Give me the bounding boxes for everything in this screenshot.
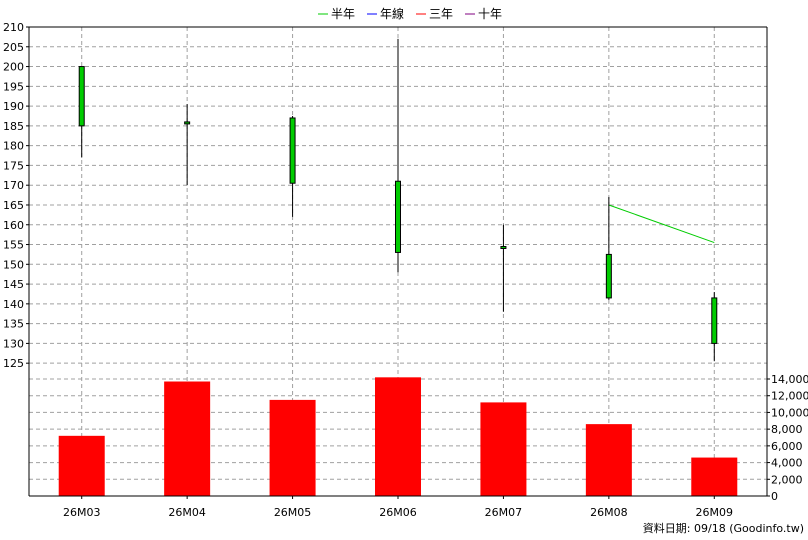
- price-tick-label: 125: [3, 357, 24, 370]
- ma-line-1: [608, 204, 715, 244]
- legend-label-3: 三年: [429, 7, 453, 21]
- price-tick-label: 185: [3, 120, 24, 133]
- candle-body: [78, 66, 85, 127]
- price-tick-label: 135: [3, 318, 24, 331]
- volume-bar: [585, 424, 632, 496]
- price-tick-label: 175: [3, 159, 24, 172]
- volume-tick-label: 10,000: [771, 406, 808, 419]
- volume-bar: [691, 457, 738, 496]
- candle-body: [605, 253, 612, 299]
- candle-body: [500, 246, 507, 250]
- legend-label-2: 年線: [380, 6, 404, 21]
- price-tick-label: 145: [3, 278, 24, 291]
- price-grid: [29, 26, 767, 496]
- legend: 半年 年線 三年 十年: [318, 6, 502, 21]
- candle-body: [184, 121, 191, 125]
- volume-tick-label: 14,000: [771, 373, 808, 386]
- price-tick-label: 200: [3, 61, 24, 74]
- price-tick-label: 210: [3, 21, 24, 34]
- price-tick-label: 190: [3, 100, 24, 113]
- volume-tick-label: 0: [771, 490, 778, 503]
- legend-label-4: 十年: [478, 7, 502, 21]
- price-tick-label: 140: [3, 298, 24, 311]
- price-tick-label: 160: [3, 219, 24, 232]
- volume-tick-label: 4,000: [771, 457, 803, 470]
- volume-tick-label: 2,000: [771, 473, 803, 486]
- price-tick-label: 165: [3, 199, 24, 212]
- volume-bar: [164, 381, 211, 496]
- axes: 125 130 135 140 145 150 155 160 165 170 175 180 185 1…: [3, 21, 808, 519]
- data-date-source: 資料日期: 09/18 (Goodinfo.tw): [643, 521, 804, 535]
- volume-bar: [375, 377, 421, 496]
- x-tick-label: 26M04: [168, 506, 206, 519]
- x-tick-label: 26M08: [590, 506, 628, 519]
- volume-bar: [480, 402, 527, 496]
- x-tick-label: 26M09: [696, 506, 734, 519]
- price-tick-label: 195: [3, 80, 24, 93]
- price-tick-label: 170: [3, 179, 24, 192]
- price-tick-label: 180: [3, 140, 24, 153]
- candle-body: [395, 180, 401, 253]
- volume-tick-label: 12,000: [771, 390, 808, 403]
- price-tick-label: 130: [3, 337, 24, 350]
- volume-tick-label: 6,000: [771, 440, 803, 453]
- volume-panel: [58, 377, 738, 496]
- volume-bar: [58, 435, 105, 496]
- volume-bar: [269, 399, 316, 496]
- legend-label-1: 半年: [331, 7, 355, 21]
- price-tick-label: 205: [3, 41, 24, 54]
- candle-body: [711, 297, 718, 344]
- x-tick-label: 26M07: [485, 506, 523, 519]
- x-tick-label: 26M06: [379, 506, 417, 519]
- x-tick-label: 26M03: [63, 506, 101, 519]
- price-panel: [78, 38, 718, 362]
- candle-body: [289, 117, 296, 184]
- price-tick-label: 150: [3, 258, 24, 271]
- price-tick-label: 155: [3, 239, 24, 252]
- x-tick-label: 26M05: [274, 506, 312, 519]
- volume-tick-label: 8,000: [771, 423, 803, 436]
